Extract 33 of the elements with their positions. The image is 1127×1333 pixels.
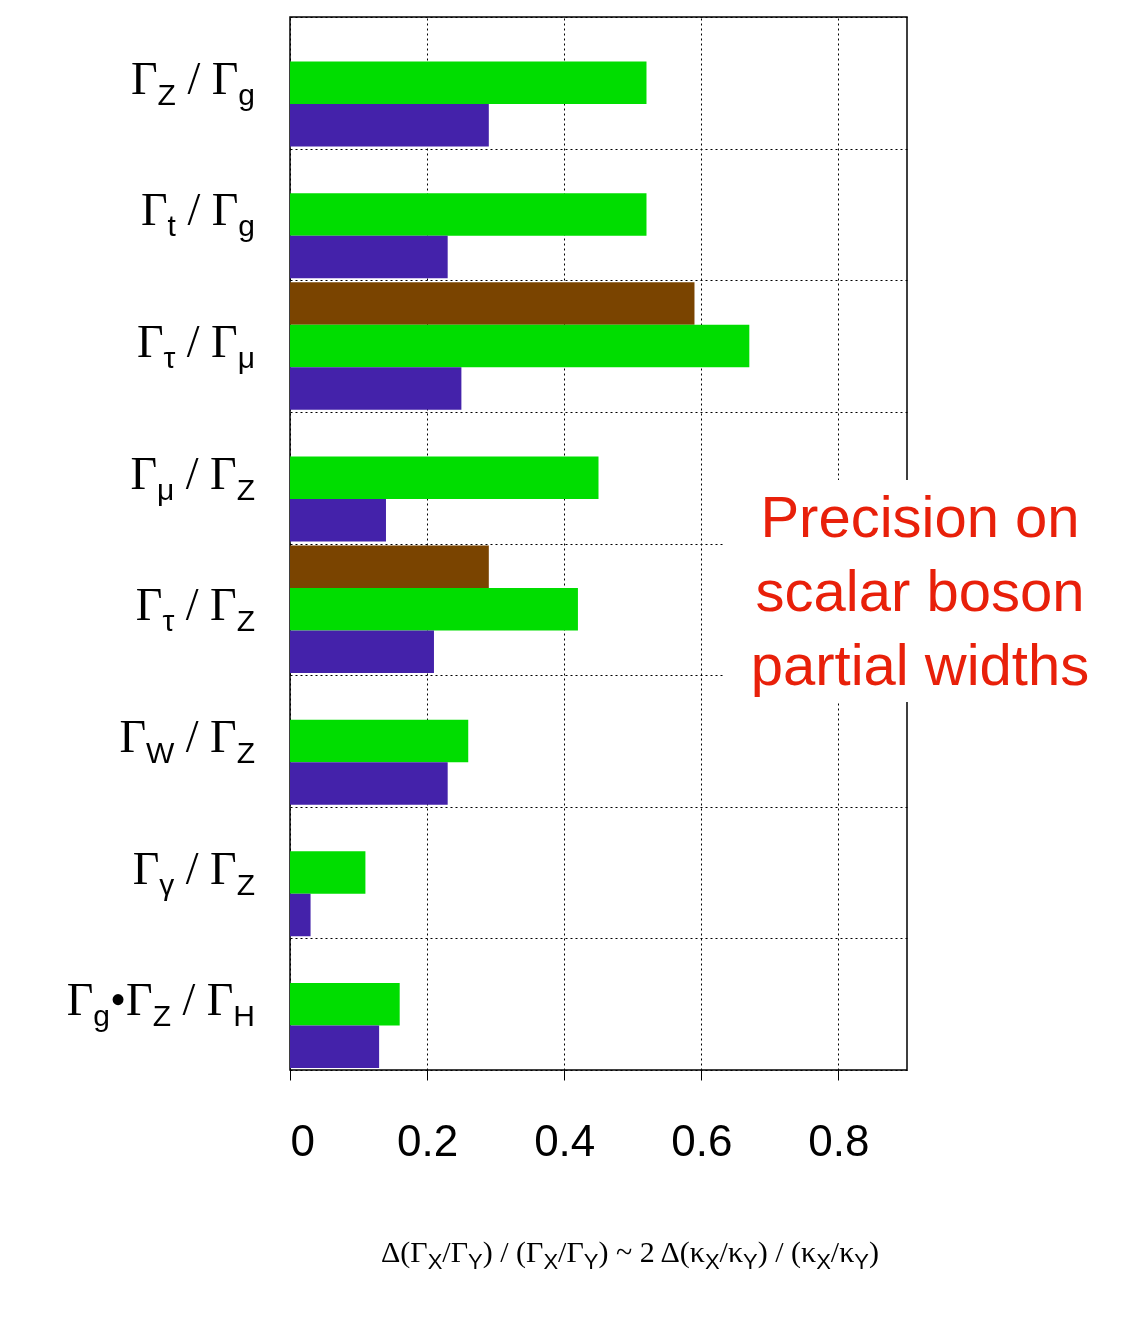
y-tick-label: Γ$_{τ}$ / Γ$_{Z}$ (135, 579, 255, 637)
bar (290, 282, 695, 325)
bar (290, 893, 311, 937)
y-tick-label: Γ$_{γ}$ / Γ$_{Z}$ (132, 842, 255, 901)
bar (290, 235, 448, 279)
x-tick-label: 0.8 (808, 1115, 870, 1165)
bar (290, 193, 647, 236)
bar (290, 851, 366, 894)
y-tick-label: Γ$_{t}$ / Γ$_{g}$ (141, 184, 255, 243)
y-tick-label: Γ$_{τ}$ / Γ$_{μ}$ (136, 316, 255, 374)
x-tick-label: 0.4 (534, 1115, 596, 1165)
bar (290, 324, 750, 368)
bar (290, 630, 434, 673)
bar (290, 104, 489, 147)
y-tick-label: Γ$_{μ}$ / Γ$_{Z}$ (130, 448, 255, 506)
x-tick-label: 0.2 (397, 1115, 459, 1165)
bar (290, 61, 647, 105)
bar (290, 762, 448, 805)
bar (290, 367, 462, 410)
bar (290, 545, 489, 589)
bar (290, 498, 386, 542)
y-tick-label: Γ$_{Z}$ / Γ$_{g}$ (131, 53, 255, 111)
bar (290, 982, 400, 1026)
text: Δ(Γ$_{X}$/Γ$_{Y}$) / (Γ$_{X}$/Γ$_{Y}$) ~ 2 Δ(κ$_{X}$/κ$_{Y}$) / (κ$_{X}$/κ$_{Y}$) (381, 1235, 879, 1274)
y-tick-label: Γ$_{g}$•Γ$_{Z}$ / Γ$_{H}$ (66, 974, 255, 1032)
x-tick-label: 0.6 (671, 1115, 733, 1165)
y-tick-label: Γ$_{W}$ / Γ$_{Z}$ (119, 711, 255, 769)
bar (290, 1025, 380, 1068)
annotation: Precision on scalar boson partial widths (725, 480, 1115, 702)
bar (290, 456, 599, 499)
x-tick-label: 0 (290, 1115, 315, 1165)
bar (290, 719, 469, 763)
bar (290, 588, 578, 631)
